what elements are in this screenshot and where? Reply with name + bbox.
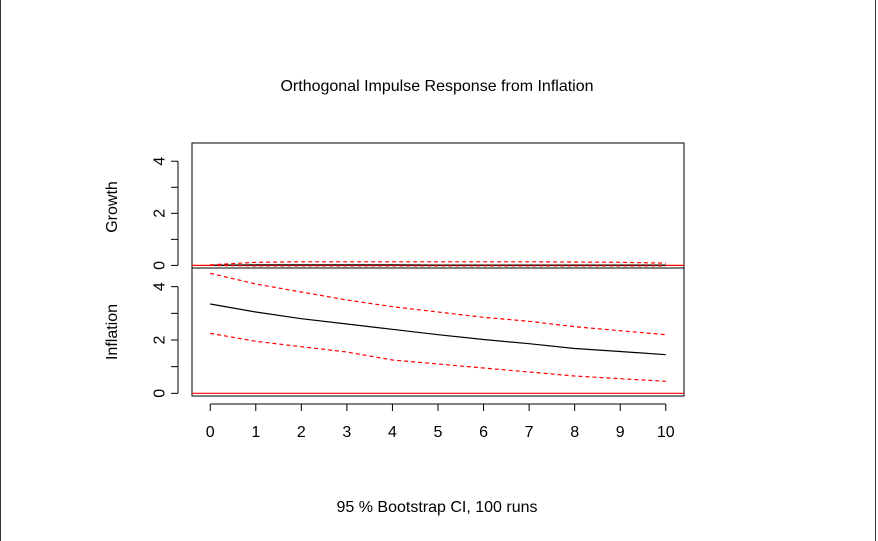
x-tick-label: 10 — [657, 424, 675, 441]
panel-border — [191, 267, 685, 397]
panel-growth: 0 2 4 — [152, 142, 685, 270]
x-tick-label: 6 — [479, 424, 488, 441]
x-tick-label: 1 — [251, 424, 260, 441]
x-tick-label: 0 — [206, 424, 215, 441]
y-tick-label: 0 — [152, 389, 169, 398]
series-upper — [210, 272, 666, 336]
y-tick-label: 2 — [152, 209, 169, 218]
chart-title: Orthogonal Impulse Response from Inflati… — [280, 78, 593, 95]
y-tick-label: 4 — [152, 157, 169, 166]
series-response — [210, 264, 666, 266]
y-tick-label: 0 — [152, 261, 169, 270]
chart-subtitle: 95 % Bootstrap CI, 100 runs — [337, 499, 538, 516]
x-tick-label: 7 — [525, 424, 534, 441]
x-tick-label: 9 — [616, 424, 625, 441]
series-lower — [210, 332, 666, 382]
series-response — [210, 303, 666, 356]
x-tick-label: 5 — [434, 424, 443, 441]
series-lower — [210, 264, 666, 267]
series-upper — [210, 261, 666, 266]
x-tick-label: 2 — [297, 424, 306, 441]
panel-inflation: 0 2 4 — [152, 267, 685, 398]
growth-axis-label: Growth — [104, 181, 121, 233]
y-tick-label: 4 — [152, 282, 169, 291]
x-axis: 0 1 2 3 4 5 6 7 8 9 10 — [206, 403, 675, 441]
x-tick-label: 8 — [570, 424, 579, 441]
inflation-axis-label: Inflation — [104, 304, 121, 360]
x-tick-label: 3 — [342, 424, 351, 441]
chart-panels: 0 2 4 0 2 4 — [152, 142, 685, 398]
x-tick-label: 4 — [388, 424, 397, 441]
y-tick-label: 2 — [152, 335, 169, 344]
panel-border — [191, 142, 685, 269]
